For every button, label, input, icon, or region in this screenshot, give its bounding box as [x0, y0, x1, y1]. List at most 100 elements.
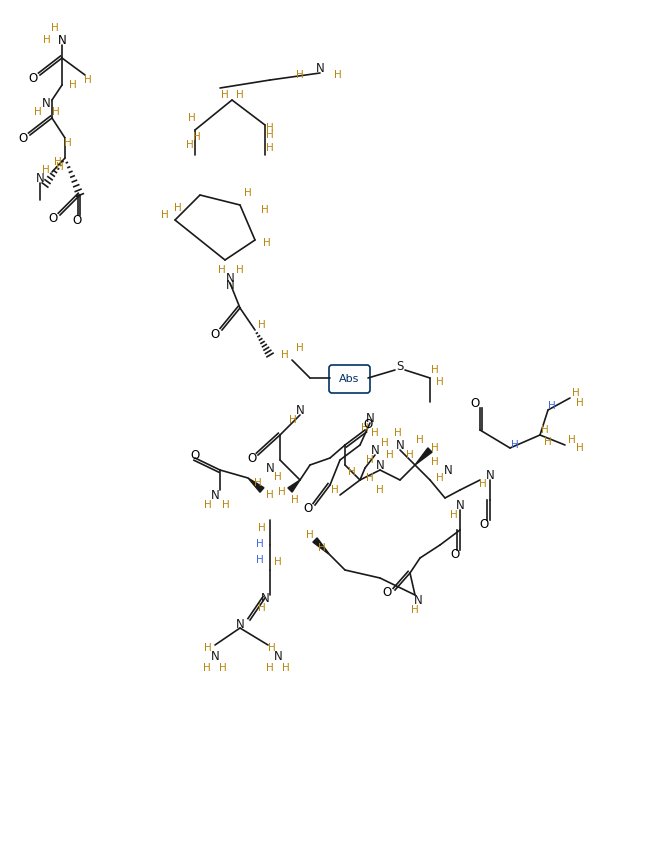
Text: H: H [258, 320, 266, 330]
Text: H: H [431, 443, 439, 453]
Text: H: H [203, 663, 211, 673]
Text: H: H [318, 543, 326, 553]
Text: N: N [371, 443, 379, 457]
Text: H: H [431, 365, 439, 375]
Text: H: H [51, 23, 59, 33]
Text: O: O [470, 397, 480, 409]
Text: H: H [291, 495, 299, 505]
Text: H: H [511, 440, 519, 450]
Text: N: N [35, 171, 44, 185]
Text: N: N [486, 468, 494, 481]
Text: O: O [248, 452, 257, 464]
Text: N: N [444, 463, 452, 477]
Text: O: O [72, 214, 82, 226]
Text: H: H [42, 165, 50, 175]
Text: H: H [371, 428, 379, 438]
Text: H: H [278, 487, 286, 497]
Text: N: N [211, 651, 219, 663]
Text: H: H [193, 132, 201, 142]
Text: H: H [34, 107, 42, 117]
Text: H: H [568, 435, 576, 445]
Text: H: H [541, 425, 549, 435]
Text: H: H [431, 457, 439, 467]
Text: N: N [235, 618, 244, 630]
Text: H: H [186, 140, 194, 150]
Text: N: N [225, 279, 234, 291]
Text: H: H [219, 663, 227, 673]
Text: H: H [236, 90, 244, 100]
Text: O: O [303, 502, 312, 516]
Text: H: H [331, 485, 339, 495]
Text: H: H [576, 443, 584, 453]
Text: H: H [282, 663, 290, 673]
Text: H: H [254, 478, 262, 488]
Text: H: H [258, 523, 266, 533]
Polygon shape [288, 480, 300, 492]
Text: N: N [316, 62, 324, 74]
Text: H: H [268, 643, 276, 653]
Text: H: H [406, 450, 414, 460]
Text: H: H [572, 388, 580, 398]
Text: N: N [366, 412, 375, 425]
Text: O: O [383, 587, 391, 599]
Text: H: H [296, 343, 304, 353]
Text: H: H [386, 450, 394, 460]
Text: H: H [43, 35, 51, 45]
Text: H: H [281, 350, 289, 360]
Text: O: O [28, 72, 37, 84]
Text: H: H [296, 70, 304, 80]
Text: N: N [296, 403, 304, 416]
Text: H: H [218, 265, 226, 275]
Text: O: O [210, 327, 219, 340]
Text: H: H [376, 485, 384, 495]
Text: H: H [479, 479, 487, 489]
Text: N: N [413, 593, 422, 607]
Text: H: H [416, 435, 424, 445]
Text: H: H [256, 555, 264, 565]
Text: H: H [204, 500, 212, 510]
Text: H: H [161, 210, 169, 220]
Text: H: H [222, 500, 230, 510]
Text: H: H [263, 238, 271, 248]
Text: O: O [191, 448, 199, 462]
Text: H: H [261, 205, 269, 215]
Text: H: H [221, 90, 229, 100]
Text: H: H [54, 157, 62, 167]
Text: H: H [366, 455, 374, 465]
Text: H: H [266, 490, 274, 500]
Text: H: H [256, 539, 264, 549]
Text: H: H [306, 530, 314, 540]
Text: H: H [56, 162, 64, 172]
Text: H: H [381, 438, 389, 448]
Text: H: H [52, 107, 60, 117]
Text: N: N [211, 489, 219, 501]
Text: H: H [544, 437, 552, 447]
Text: H: H [394, 428, 402, 438]
Text: N: N [274, 651, 282, 663]
Text: H: H [84, 75, 92, 85]
Text: O: O [48, 212, 58, 225]
Text: N: N [456, 499, 464, 511]
Text: N: N [266, 462, 274, 474]
Text: N: N [395, 439, 404, 452]
Text: H: H [334, 70, 342, 80]
Text: H: H [266, 143, 274, 153]
Text: H: H [548, 401, 556, 411]
Text: H: H [289, 415, 297, 425]
Text: N: N [261, 592, 270, 604]
Text: Abs: Abs [339, 374, 359, 384]
Polygon shape [248, 478, 264, 492]
Text: H: H [436, 473, 444, 483]
Text: S: S [396, 360, 403, 372]
Text: H: H [450, 510, 458, 520]
Text: H: H [236, 265, 244, 275]
Text: O: O [450, 548, 460, 560]
Text: H: H [266, 123, 274, 133]
Text: O: O [363, 418, 373, 430]
FancyBboxPatch shape [329, 365, 370, 393]
Text: H: H [436, 377, 444, 387]
Text: H: H [274, 557, 282, 567]
Text: H: H [348, 467, 356, 477]
Text: H: H [258, 603, 266, 613]
Text: H: H [188, 113, 196, 123]
